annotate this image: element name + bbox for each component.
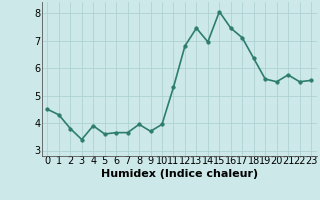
X-axis label: Humidex (Indice chaleur): Humidex (Indice chaleur) — [100, 169, 258, 179]
